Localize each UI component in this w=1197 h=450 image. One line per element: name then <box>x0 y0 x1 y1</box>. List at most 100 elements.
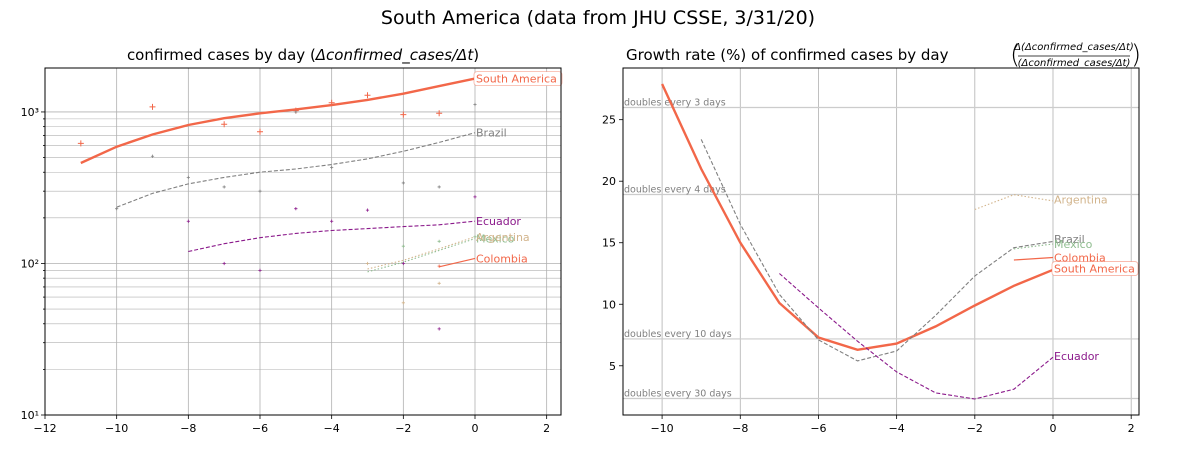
growth-x-tick-label: 0 <box>1050 422 1057 435</box>
growth-x-tick-label: −4 <box>889 422 905 435</box>
growth-chart-title-denominator: (Δconfirmed_cases/Δt) <box>1018 58 1131 69</box>
cases-marker-brazil <box>150 154 155 158</box>
growth-series-line-colombia <box>1013 256 1054 261</box>
cases-marker-mexico <box>401 244 405 248</box>
cases-marker-mexico <box>437 239 441 243</box>
cases-marker-brazil <box>258 189 262 193</box>
cases-chart-title: confirmed cases by day (Δconfirmed_cases… <box>127 46 479 65</box>
growth-label-box-south-america <box>1051 261 1139 276</box>
cases-series-label-ecuador: Ecuador <box>476 215 521 228</box>
cases-series-line-colombia <box>439 257 476 268</box>
cases-marker-ecuador <box>222 261 226 266</box>
growth-series-line-argentina <box>974 194 1054 211</box>
growth-series-label-argentina: Argentina <box>1054 194 1108 207</box>
cases-marker-south-america <box>328 99 335 106</box>
cases-series-line-ecuador <box>188 220 476 253</box>
growth-chart-title-paren-close: ) <box>1131 40 1141 70</box>
growth-x-tick-label: 2 <box>1128 422 1135 435</box>
growth-y-tick-label: 20 <box>602 175 616 188</box>
cases-marker-argentina <box>401 301 405 305</box>
growth-series-label-mexico: Mexico <box>1054 238 1093 251</box>
cases-chart-title-text: confirmed cases by day ( <box>127 46 316 64</box>
figure-suptitle: South America (data from JHU CSSE, 3/31/… <box>381 7 815 29</box>
cases-marker-brazil <box>115 207 119 211</box>
cases-marker-ecuador <box>473 195 477 199</box>
cases-marker-south-america <box>221 121 228 128</box>
cases-marker-ecuador <box>258 268 262 273</box>
cases-x-tick-label: −10 <box>105 422 128 435</box>
cases-series-label-mexico: Mexico <box>476 233 515 246</box>
growth-series-label-colombia: Colombia <box>1054 251 1106 264</box>
cases-x-tick-label: 0 <box>472 422 479 435</box>
cases-marker-ecuador <box>186 219 190 223</box>
cases-series-label-south-america: South America <box>476 73 557 86</box>
cases-marker-south-america <box>257 128 263 135</box>
cases-marker-south-america <box>436 110 443 117</box>
cases-marker-ecuador <box>294 207 298 211</box>
growth-reference-label: doubles every 4 days <box>624 184 726 195</box>
cases-plot-frame <box>44 67 562 416</box>
cases-y-tick-label: 10³ <box>21 106 39 119</box>
cases-series-label-brazil: Brazil <box>476 127 507 140</box>
cases-marker-ecuador <box>330 219 334 223</box>
cases-marker-ecuador <box>437 327 441 331</box>
cases-marker-south-america <box>400 111 407 118</box>
cases-marker-brazil <box>186 175 190 179</box>
growth-series-label-brazil: Brazil <box>1054 233 1085 246</box>
cases-marker-ecuador <box>401 261 405 266</box>
cases-marker-brazil <box>222 185 226 189</box>
growth-rate-chart: Growth rate (%) of confirmed cases by da… <box>602 40 1141 435</box>
growth-y-tick-label: 15 <box>602 237 616 250</box>
growth-reference-label: doubles every 30 days <box>624 389 732 400</box>
growth-series-line-south-america <box>661 83 1054 352</box>
cases-series-line-south-america <box>80 77 476 165</box>
growth-y-tick-label: 10 <box>602 298 616 311</box>
cases-marker-south-america <box>77 140 84 147</box>
cases-x-tick-label: −4 <box>324 422 340 435</box>
cases-marker-mexico <box>473 235 477 239</box>
cases-chart-title-close: ) <box>473 46 479 64</box>
cases-label-box-south-america <box>473 71 563 86</box>
cases-marker-brazil <box>437 185 441 189</box>
cases-marker-brazil <box>294 110 298 114</box>
cases-marker-south-america <box>149 103 156 110</box>
cases-marker-south-america <box>364 92 371 99</box>
growth-reference-label: doubles every 10 days <box>624 329 732 340</box>
cases-y-tick-label: 10² <box>21 257 39 270</box>
growth-plot-frame <box>622 67 1140 416</box>
growth-x-tick-label: −10 <box>650 422 673 435</box>
cases-y-tick-label: 10¹ <box>21 409 39 422</box>
cases-by-day-chart: confirmed cases by day (Δconfirmed_cases… <box>21 46 563 435</box>
growth-series-line-ecuador <box>779 273 1054 400</box>
cases-marker-colombia <box>437 264 441 268</box>
growth-chart-title-numerator: Δ(Δconfirmed_cases/Δt) <box>1013 42 1134 53</box>
cases-series-label-argentina: Argentina <box>476 231 530 244</box>
cases-marker-argentina <box>365 261 370 266</box>
cases-x-tick-label: −12 <box>33 422 56 435</box>
cases-marker-brazil <box>473 102 477 107</box>
cases-chart-title-math: Δconfirmed_cases/Δt <box>315 46 475 65</box>
growth-chart-title: Growth rate (%) of confirmed cases by da… <box>626 46 949 64</box>
cases-series-line-mexico <box>367 238 476 273</box>
cases-marker-brazil <box>401 181 405 185</box>
growth-series-label-ecuador: Ecuador <box>1054 350 1099 363</box>
growth-series-line-mexico <box>1013 243 1054 250</box>
growth-y-tick-label: 25 <box>602 114 616 127</box>
growth-chart-title-paren-open: ( <box>1010 40 1020 70</box>
cases-series-line-brazil <box>116 132 476 208</box>
cases-series-line-argentina <box>367 236 476 270</box>
cases-x-tick-label: −6 <box>252 422 268 435</box>
cases-x-tick-label: −8 <box>180 422 196 435</box>
growth-y-tick-label: 5 <box>609 360 616 373</box>
cases-x-tick-label: −2 <box>395 422 411 435</box>
cases-series-label-colombia: Colombia <box>476 252 528 265</box>
growth-x-tick-label: −2 <box>967 422 983 435</box>
growth-series-line-brazil <box>700 139 1054 362</box>
cases-marker-argentina <box>437 281 441 285</box>
cases-x-tick-label: 2 <box>543 422 550 435</box>
growth-x-tick-label: −6 <box>810 422 826 435</box>
cases-marker-brazil <box>330 165 334 170</box>
growth-series-label-south-america: South America <box>1054 263 1135 276</box>
cases-marker-ecuador <box>365 208 370 212</box>
